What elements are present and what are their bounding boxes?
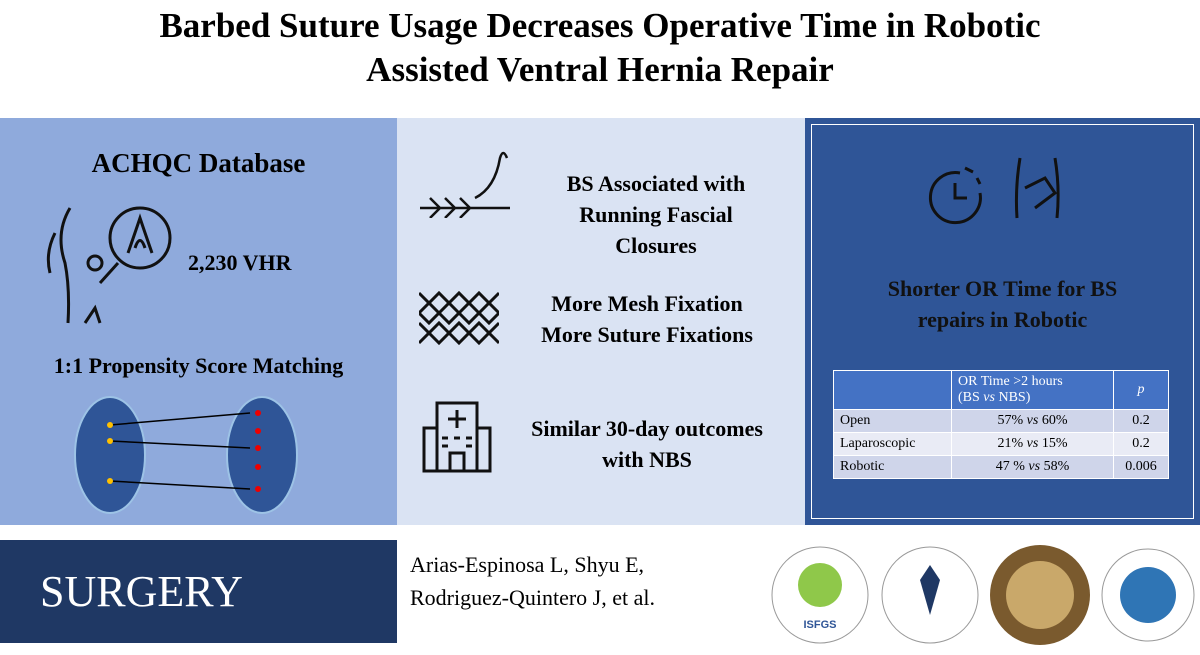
finding-line: with NBS: [602, 447, 692, 472]
value-text: 21%: [997, 436, 1024, 451]
title-line: Barbed Suture Usage Decreases Operative …: [159, 6, 1041, 45]
value-text: 47 %: [995, 459, 1025, 474]
value-cell: 21% vs 15%: [951, 432, 1114, 456]
header-text: (BS: [958, 390, 980, 405]
value-text: 57%: [997, 413, 1024, 428]
mesh-icon: [419, 290, 499, 346]
finding-line: Running Fascial: [579, 202, 733, 227]
table-row: Robotic 47 % vs 58% 0.006: [833, 455, 1169, 479]
finding-line: More Mesh Fixation: [551, 291, 743, 316]
results-table: OR Time >2 hours (BS vs NBS) p Open 57% vs…: [833, 370, 1169, 479]
journal-box: SURGERY: [0, 540, 397, 643]
logo-label: ISFGS: [803, 619, 836, 631]
panel-heading: Shorter OR Time for BS repairs in Roboti…: [805, 273, 1200, 335]
p-value: 0.2: [1113, 432, 1169, 456]
p-value: 0.2: [1113, 409, 1169, 433]
header-cell: p: [1113, 370, 1169, 410]
finding-line: Closures: [615, 233, 697, 258]
finding: BS Associated with Running Fascial Closu…: [507, 168, 805, 261]
hospital-icon: [422, 401, 492, 473]
table-body: Open 57% vs 60% 0.2 Laparoscopic 21% vs 15% 0…: [833, 409, 1169, 479]
finding-line: Similar 30-day outcomes: [531, 416, 763, 441]
suture-icon: [420, 151, 510, 218]
value-text: vs: [1026, 436, 1039, 451]
authors: Arias-Espinosa L, Shyu E, Rodriguez-Quin…: [410, 548, 655, 614]
matching-diagram: [74, 396, 298, 514]
table-row: Laparoscopic 21% vs 15% 0.2: [833, 432, 1169, 456]
author-line: Arias-Espinosa L, Shyu E,: [410, 552, 645, 577]
journal-name: SURGERY: [40, 567, 243, 616]
finding-line: More Suture Fixations: [541, 322, 753, 347]
heading-line: Shorter OR Time for BS: [887, 276, 1118, 301]
heading-line: repairs in Robotic: [917, 307, 1088, 332]
society-logos: ISFGS: [771, 545, 1195, 645]
value-text: 15%: [1041, 436, 1068, 451]
header-cell: [833, 370, 952, 410]
body-icon: [46, 206, 172, 324]
value-text: 60%: [1041, 413, 1068, 428]
method: 1:1 Propensity Score Matching: [53, 353, 344, 378]
title: Barbed Suture Usage Decreases Operative …: [0, 4, 1200, 92]
value-cell: 47 % vs 58%: [951, 455, 1114, 479]
finding: Similar 30-day outcomes with NBS: [497, 413, 797, 475]
header-cell: OR Time >2 hours (BS vs NBS): [951, 370, 1114, 410]
value-text: 58%: [1043, 459, 1070, 474]
header-text: vs: [983, 390, 995, 405]
row-label: Open: [833, 409, 952, 433]
header-text: NBS): [998, 390, 1031, 405]
row-label: Robotic: [833, 455, 952, 479]
value-text: vs: [1026, 413, 1039, 428]
time-robot-icon: [928, 157, 1060, 225]
title-line: Assisted Ventral Hernia Repair: [366, 50, 834, 89]
header-text: p: [1137, 382, 1145, 397]
value-cell: 57% vs 60%: [951, 409, 1114, 433]
right-panel: Shorter OR Time for BS repairs in Roboti…: [805, 118, 1200, 525]
author-line: Rodriguez-Quintero J, et al.: [410, 585, 655, 610]
value-text: vs: [1028, 459, 1041, 474]
panel-heading: ACHQC Database: [91, 148, 306, 178]
p-value: 0.006: [1113, 455, 1169, 479]
table-row: Open 57% vs 60% 0.2: [833, 409, 1169, 433]
row-label: Laparoscopic: [833, 432, 952, 456]
finding-line: BS Associated with: [566, 171, 746, 196]
left-panel: ACHQC Database 2,230 VHR 1:1 Propensity …: [0, 118, 397, 525]
finding: More Mesh Fixation More Suture Fixations: [497, 288, 797, 350]
count: 2,230 VHR: [188, 250, 292, 275]
panel-frame: [811, 124, 1194, 519]
middle-panel: BS Associated with Running Fascial Closu…: [397, 118, 805, 525]
header-text: OR Time >2 hours: [958, 374, 1063, 389]
